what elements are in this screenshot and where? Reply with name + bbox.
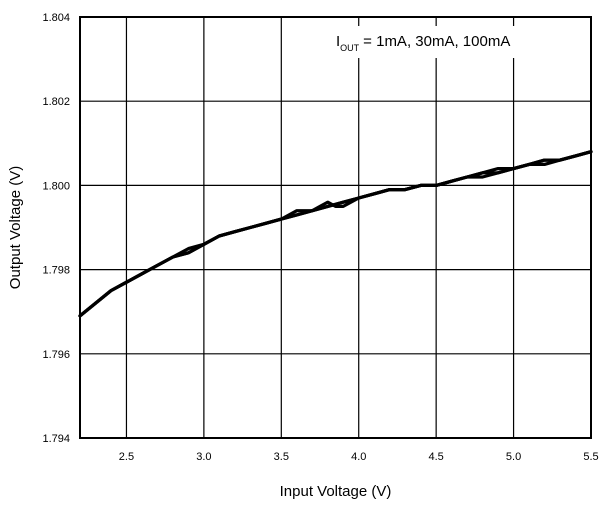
- plot-frame: [79, 16, 592, 439]
- x-axis-title: Input Voltage (V): [280, 483, 392, 500]
- x-tick-label: 2.5: [119, 451, 134, 463]
- y-tick-label: 1.796: [42, 349, 70, 361]
- annotation-body: = 1mA, 30mA, 100mA: [363, 33, 510, 50]
- y-tick-label: 1.798: [42, 265, 70, 277]
- series-line-2: [78, 150, 593, 318]
- annotation-background: [328, 26, 586, 58]
- x-tick-label: 3.5: [274, 451, 289, 463]
- series-line-1: [78, 150, 593, 318]
- annotation-prefix: I: [336, 33, 340, 50]
- tick-labels: 2.5 3.0 3.5 4.0 4.5 5.0 5.5 1.794 1.796 1.798 1.80…: [42, 12, 598, 463]
- x-tick-label: 4.5: [429, 451, 444, 463]
- grid-lines: [80, 16, 592, 439]
- x-tick-label: 5.0: [506, 451, 521, 463]
- y-tick-label: 1.802: [42, 96, 70, 108]
- x-tick-label: 5.5: [583, 451, 598, 463]
- x-tick-label: 3.0: [196, 451, 211, 463]
- data-series: [78, 150, 593, 318]
- series-line-3: [78, 150, 593, 318]
- y-tick-label: 1.800: [42, 180, 70, 192]
- y-tick-label: 1.794: [42, 433, 70, 445]
- y-axis-title: Output Voltage (V): [7, 166, 24, 289]
- x-tick-label: 4.0: [351, 451, 366, 463]
- annotation-text: IOUT = 1mA, 30mA, 100mA: [336, 33, 510, 53]
- y-tick-label: 1.804: [42, 12, 70, 24]
- annotation-legend: IOUT = 1mA, 30mA, 100mA: [328, 26, 586, 58]
- annotation-subscript: OUT: [340, 43, 360, 53]
